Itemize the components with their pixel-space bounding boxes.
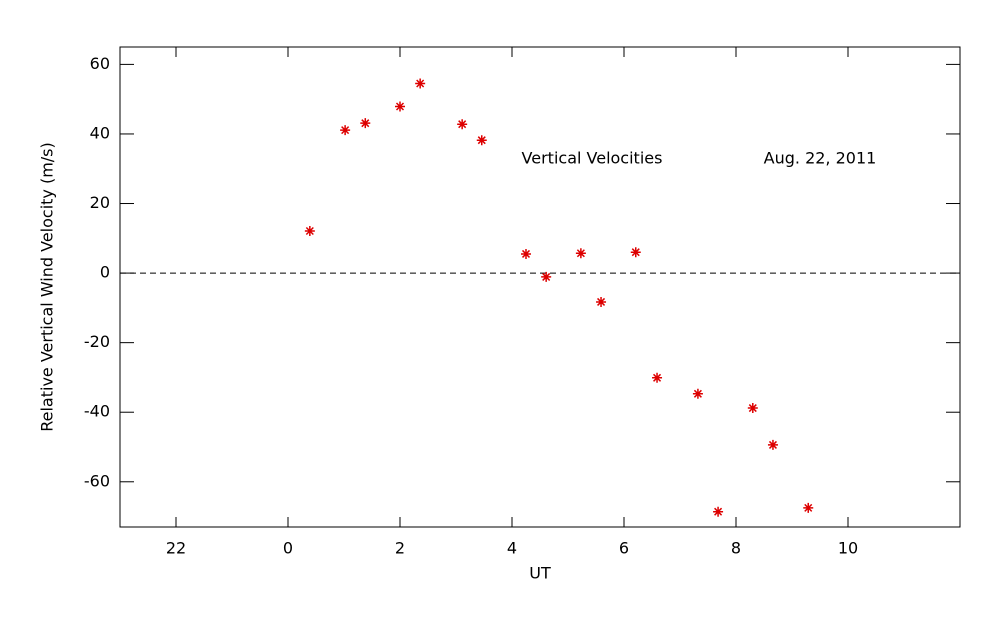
point xyxy=(747,403,758,414)
point xyxy=(630,247,641,258)
x-tick-label: 4 xyxy=(507,539,517,558)
annotation: Aug. 22, 2011 xyxy=(764,149,877,168)
point xyxy=(596,296,607,307)
y-tick-label: 0 xyxy=(100,263,110,282)
x-tick-label: 22 xyxy=(166,539,186,558)
x-tick-label: 6 xyxy=(619,539,629,558)
x-tick-label: 2 xyxy=(395,539,405,558)
y-tick-label: 40 xyxy=(90,123,110,142)
point xyxy=(692,388,703,399)
annotation: Vertical Velocities xyxy=(522,149,663,168)
point xyxy=(340,125,351,136)
point xyxy=(304,226,315,236)
y-tick-label: -60 xyxy=(84,471,110,490)
x-tick-label: 8 xyxy=(731,539,741,558)
point xyxy=(575,248,586,259)
x-axis-label: UT xyxy=(529,564,551,583)
y-tick-label: 20 xyxy=(90,193,110,212)
point xyxy=(415,78,426,89)
point xyxy=(652,372,663,383)
y-axis-label: Relative Vertical Wind Velocity (m/s) xyxy=(38,142,57,432)
x-tick-label: 10 xyxy=(838,539,858,558)
y-tick-label: 60 xyxy=(90,54,110,73)
point xyxy=(803,502,814,513)
point xyxy=(476,135,487,146)
point xyxy=(713,506,724,517)
y-tick-label: -20 xyxy=(84,332,110,351)
plot-frame xyxy=(119,46,961,528)
point xyxy=(360,118,371,129)
y-tick-label: -40 xyxy=(84,402,110,421)
point xyxy=(457,119,468,130)
x-tick-label: 0 xyxy=(283,539,293,558)
point xyxy=(767,439,778,450)
point xyxy=(521,248,531,259)
point xyxy=(395,101,405,112)
point xyxy=(541,271,552,282)
